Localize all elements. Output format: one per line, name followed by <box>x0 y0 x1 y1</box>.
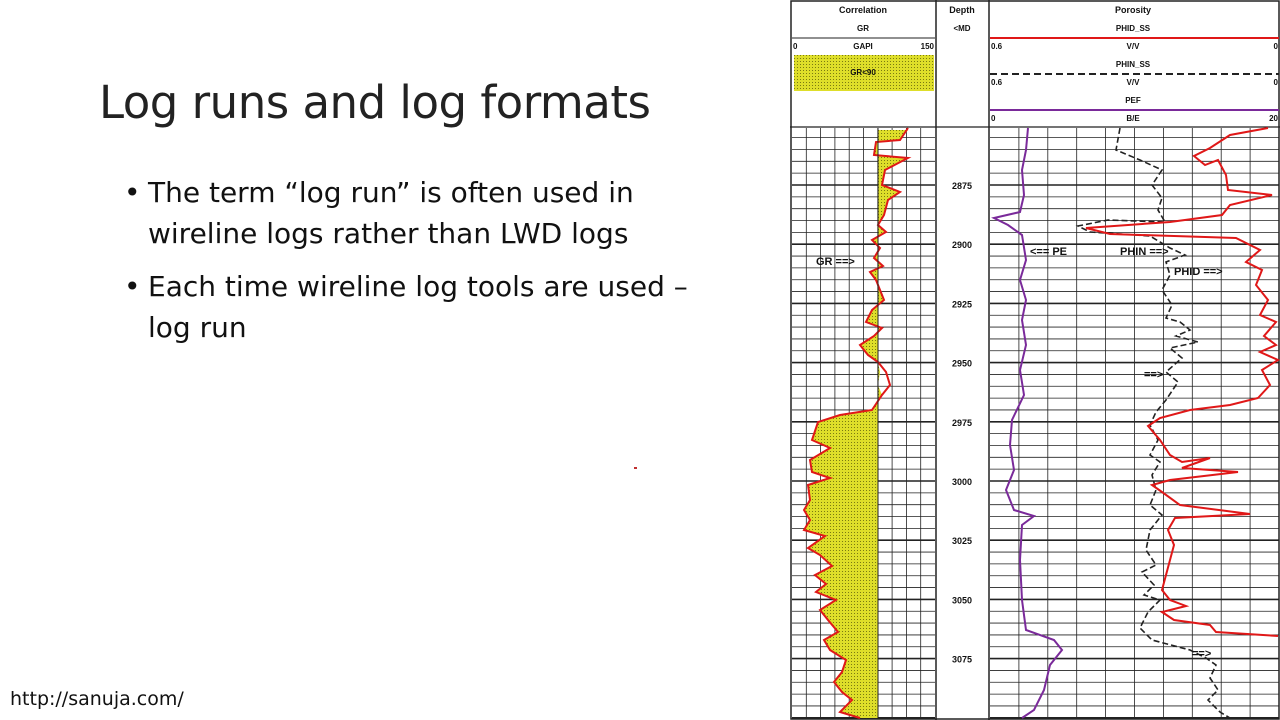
depth-label: 2950 <box>952 359 972 369</box>
header-gr-max: 150 <box>921 42 935 51</box>
depth-label: 2900 <box>952 240 972 250</box>
header-phin-max: 0 <box>1274 78 1279 87</box>
header-correlation: Correlation <box>839 5 887 15</box>
header-pef: PEF <box>1125 96 1141 105</box>
phid-annotation: PHID ==> <box>1174 266 1223 278</box>
gr-curve <box>802 127 912 719</box>
header-gr: GR <box>857 24 869 33</box>
header-pef-unit: B/E <box>1126 114 1140 123</box>
arrow-annotation-1: ==> <box>1144 369 1163 381</box>
header-md: <MD <box>953 24 970 33</box>
header-porosity: Porosity <box>1115 5 1151 15</box>
depth-label: 2875 <box>952 181 972 191</box>
header-phid-unit: V/V <box>1127 42 1141 51</box>
header-phin-unit: V/V <box>1127 78 1141 87</box>
pef-curve <box>991 127 1064 719</box>
header-gr-fill-label: GR<90 <box>850 68 876 77</box>
footer-url: http://sanuja.com/ <box>10 688 184 710</box>
header-pef-max: 20 <box>1269 114 1278 123</box>
depth-label: 3000 <box>952 477 972 487</box>
porosity-track-grid <box>990 128 1279 719</box>
depth-label: 2975 <box>952 418 972 428</box>
bullet-item: The term “log run” is often used in wire… <box>122 172 722 254</box>
well-log-image: Correlation GR 0 GAPI 150 GR<90 Depth <M… <box>790 0 1280 720</box>
header-phid: PHID_SS <box>1116 24 1151 33</box>
bullet-list: The term “log run” is often used in wire… <box>122 172 722 360</box>
header-phin-min: 0.6 <box>991 78 1003 87</box>
gr-annotation: GR ==> <box>816 256 855 268</box>
depth-label: 3025 <box>952 536 972 546</box>
arrow-annotation-2: ==> <box>1192 648 1211 660</box>
pe-annotation: <== PE <box>1030 246 1067 258</box>
bullet-item: Each time wireline log tools are used – … <box>122 266 722 348</box>
slide-title: Log runs and log formats <box>99 76 651 129</box>
gr-fill-area <box>804 130 908 718</box>
depth-label: 3050 <box>952 595 972 605</box>
header-phid-min: 0.6 <box>991 42 1003 51</box>
stray-mark <box>634 467 637 469</box>
header-pef-min: 0 <box>991 114 996 123</box>
depth-label: 2925 <box>952 299 972 309</box>
header-depth: Depth <box>949 5 975 15</box>
header-phid-max: 0 <box>1274 42 1279 51</box>
phin-annotation: PHIN ==> <box>1120 246 1169 258</box>
header-phin: PHIN_SS <box>1116 60 1151 69</box>
phid-curve <box>1085 127 1280 637</box>
header-gr-min: 0 <box>793 42 798 51</box>
depth-labels: 2875 2900 2925 2950 2975 3000 3025 3050 3075 <box>952 181 972 665</box>
depth-label: 3075 <box>952 655 972 665</box>
phin-curve <box>1075 127 1231 719</box>
header-scale-lines <box>792 37 1279 111</box>
header-gr-unit: GAPI <box>853 42 873 51</box>
